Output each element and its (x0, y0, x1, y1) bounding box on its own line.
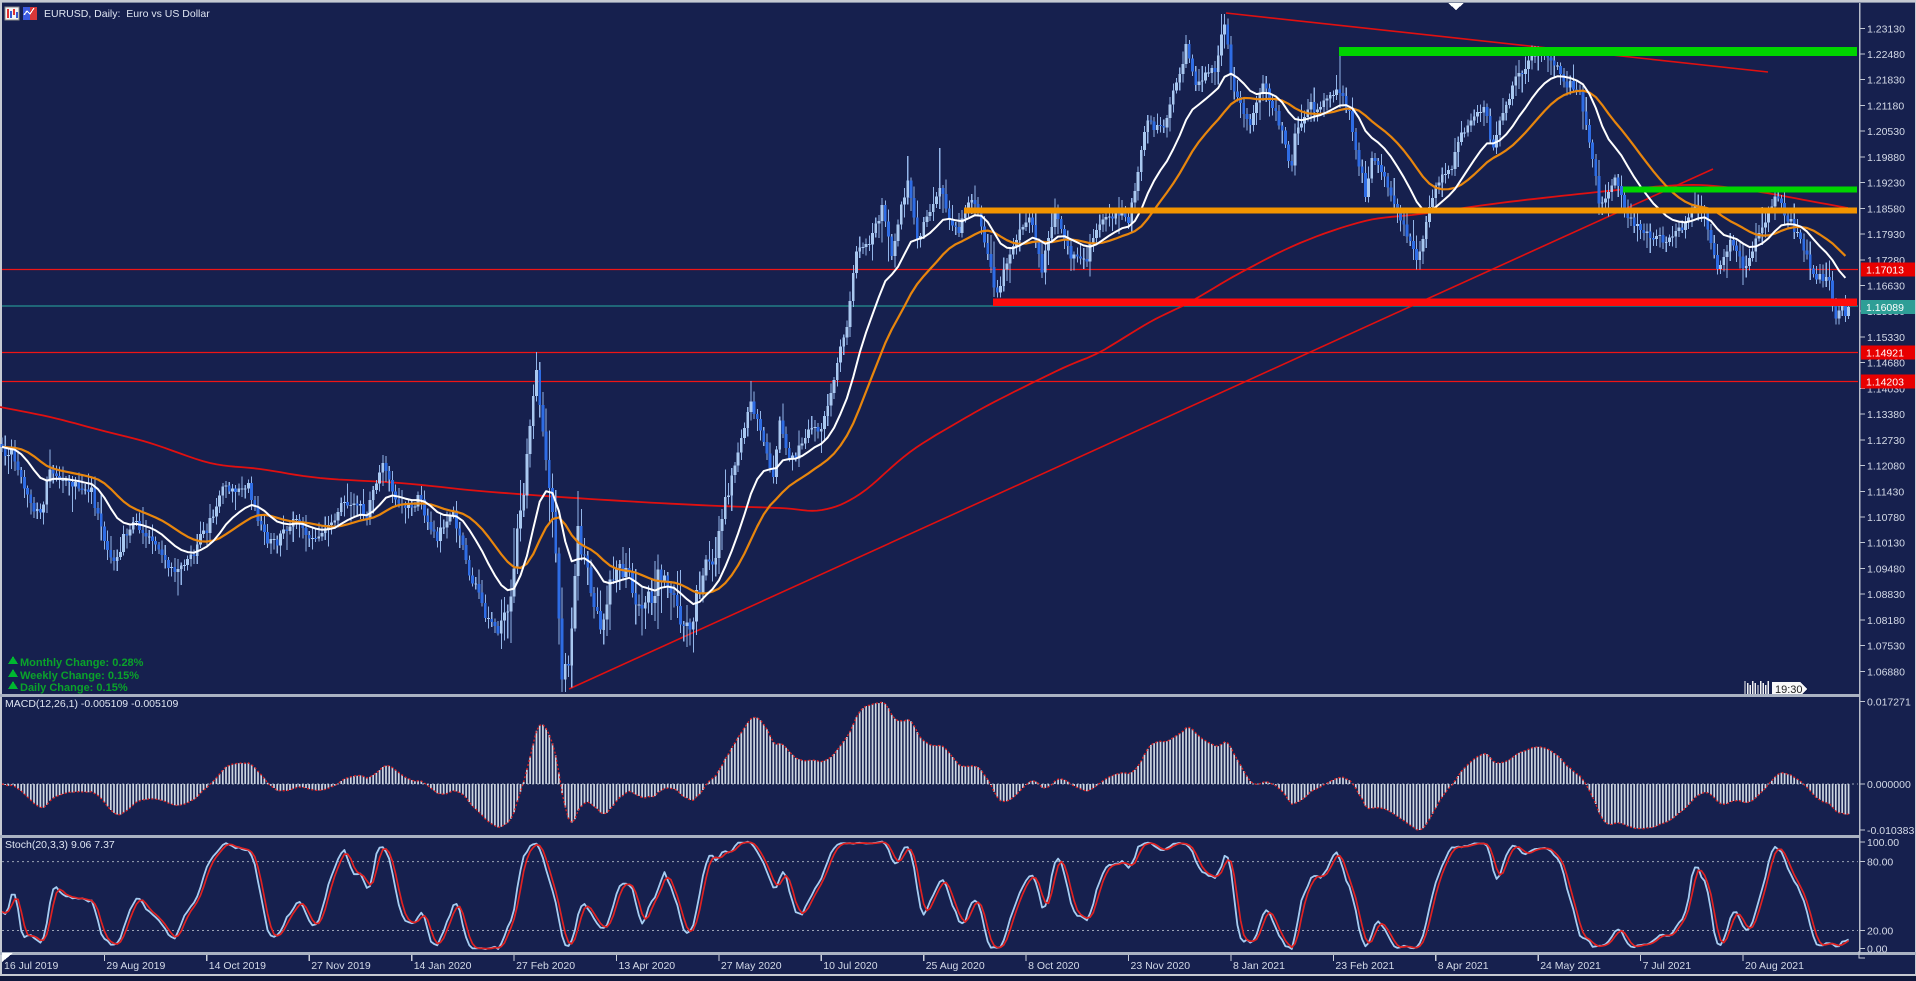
svg-text:0.00: 0.00 (1867, 944, 1888, 956)
svg-text:MACD(12,26,1) -0.005109 -0.005: MACD(12,26,1) -0.005109 -0.005109 (5, 698, 179, 710)
svg-text:1.10780: 1.10780 (1867, 512, 1905, 524)
svg-text:1.22480: 1.22480 (1867, 49, 1905, 61)
svg-text:1.14203: 1.14203 (1866, 377, 1904, 389)
svg-text:1.19880: 1.19880 (1867, 152, 1905, 164)
svg-text:Monthly Change: 0.28%: Monthly Change: 0.28% (20, 657, 144, 669)
svg-text:23 Feb 2021: 23 Feb 2021 (1335, 960, 1394, 972)
svg-text:24 May 2021: 24 May 2021 (1540, 960, 1601, 972)
svg-text:80.00: 80.00 (1867, 857, 1893, 869)
svg-text:8 Jan 2021: 8 Jan 2021 (1233, 960, 1285, 972)
svg-text:1.11430: 1.11430 (1867, 486, 1904, 498)
svg-text:25 Aug 2020: 25 Aug 2020 (926, 960, 985, 972)
svg-text:1.16089: 1.16089 (1866, 302, 1904, 314)
svg-text:27 Nov 2019: 27 Nov 2019 (311, 960, 371, 972)
svg-text:27 May 2020: 27 May 2020 (721, 960, 782, 972)
svg-text:1.19230: 1.19230 (1867, 178, 1905, 190)
svg-text:1.15330: 1.15330 (1867, 332, 1905, 344)
svg-text:1.21830: 1.21830 (1867, 75, 1905, 87)
svg-text:20.00: 20.00 (1867, 926, 1893, 938)
svg-text:1.14921: 1.14921 (1866, 348, 1904, 360)
svg-text:1.08830: 1.08830 (1867, 589, 1905, 601)
svg-text:1.09480: 1.09480 (1867, 563, 1905, 575)
svg-text:1.17930: 1.17930 (1867, 229, 1905, 241)
svg-text:14 Jan 2020: 14 Jan 2020 (414, 960, 472, 972)
svg-text:1.07530: 1.07530 (1867, 641, 1905, 653)
svg-text:23 Nov 2020: 23 Nov 2020 (1131, 960, 1191, 972)
svg-text:0.000000: 0.000000 (1867, 779, 1911, 791)
svg-text:EURUSD, Daily: Euro vs US Dol: EURUSD, Daily: Euro vs US Dollar (44, 8, 210, 20)
svg-text:1.10130: 1.10130 (1867, 538, 1905, 550)
svg-text:13 Apr 2020: 13 Apr 2020 (619, 960, 676, 972)
svg-text:100.00: 100.00 (1867, 837, 1899, 849)
svg-text:-0.010383: -0.010383 (1867, 825, 1914, 837)
svg-text:1.20530: 1.20530 (1867, 126, 1905, 138)
svg-text:1.13380: 1.13380 (1867, 409, 1905, 421)
svg-text:1.12080: 1.12080 (1867, 461, 1905, 473)
svg-text:Daily Change: 0.15%: Daily Change: 0.15% (20, 682, 128, 694)
svg-text:1.08180: 1.08180 (1867, 615, 1905, 627)
svg-text:1.21180: 1.21180 (1867, 101, 1904, 113)
svg-text:1.06880: 1.06880 (1867, 666, 1905, 678)
svg-text:Weekly Change: 0.15%: Weekly Change: 0.15% (20, 670, 139, 682)
svg-text:1.12730: 1.12730 (1867, 435, 1905, 447)
svg-text:14 Oct 2019: 14 Oct 2019 (209, 960, 266, 972)
svg-text:27 Feb 2020: 27 Feb 2020 (516, 960, 575, 972)
svg-text:1.18580: 1.18580 (1867, 203, 1905, 215)
svg-text:1.23130: 1.23130 (1867, 23, 1905, 35)
svg-text:7 Jul 2021: 7 Jul 2021 (1643, 960, 1692, 972)
svg-text:29 Aug 2019: 29 Aug 2019 (106, 960, 165, 972)
svg-text:19:30: 19:30 (1775, 684, 1803, 696)
svg-text:10 Jul 2020: 10 Jul 2020 (823, 960, 877, 972)
svg-text:1.17013: 1.17013 (1866, 265, 1904, 277)
svg-text:1.16630: 1.16630 (1867, 281, 1905, 293)
svg-text:16 Jul 2019: 16 Jul 2019 (4, 960, 58, 972)
svg-text:8 Apr 2021: 8 Apr 2021 (1438, 960, 1489, 972)
svg-text:20 Aug 2021: 20 Aug 2021 (1745, 960, 1804, 972)
svg-text:Stoch(20,3,3) 9.06 7.37: Stoch(20,3,3) 9.06 7.37 (5, 839, 115, 851)
svg-text:1.14680: 1.14680 (1867, 358, 1905, 370)
svg-text:0.017271: 0.017271 (1867, 697, 1911, 709)
svg-text:8 Oct 2020: 8 Oct 2020 (1028, 960, 1080, 972)
